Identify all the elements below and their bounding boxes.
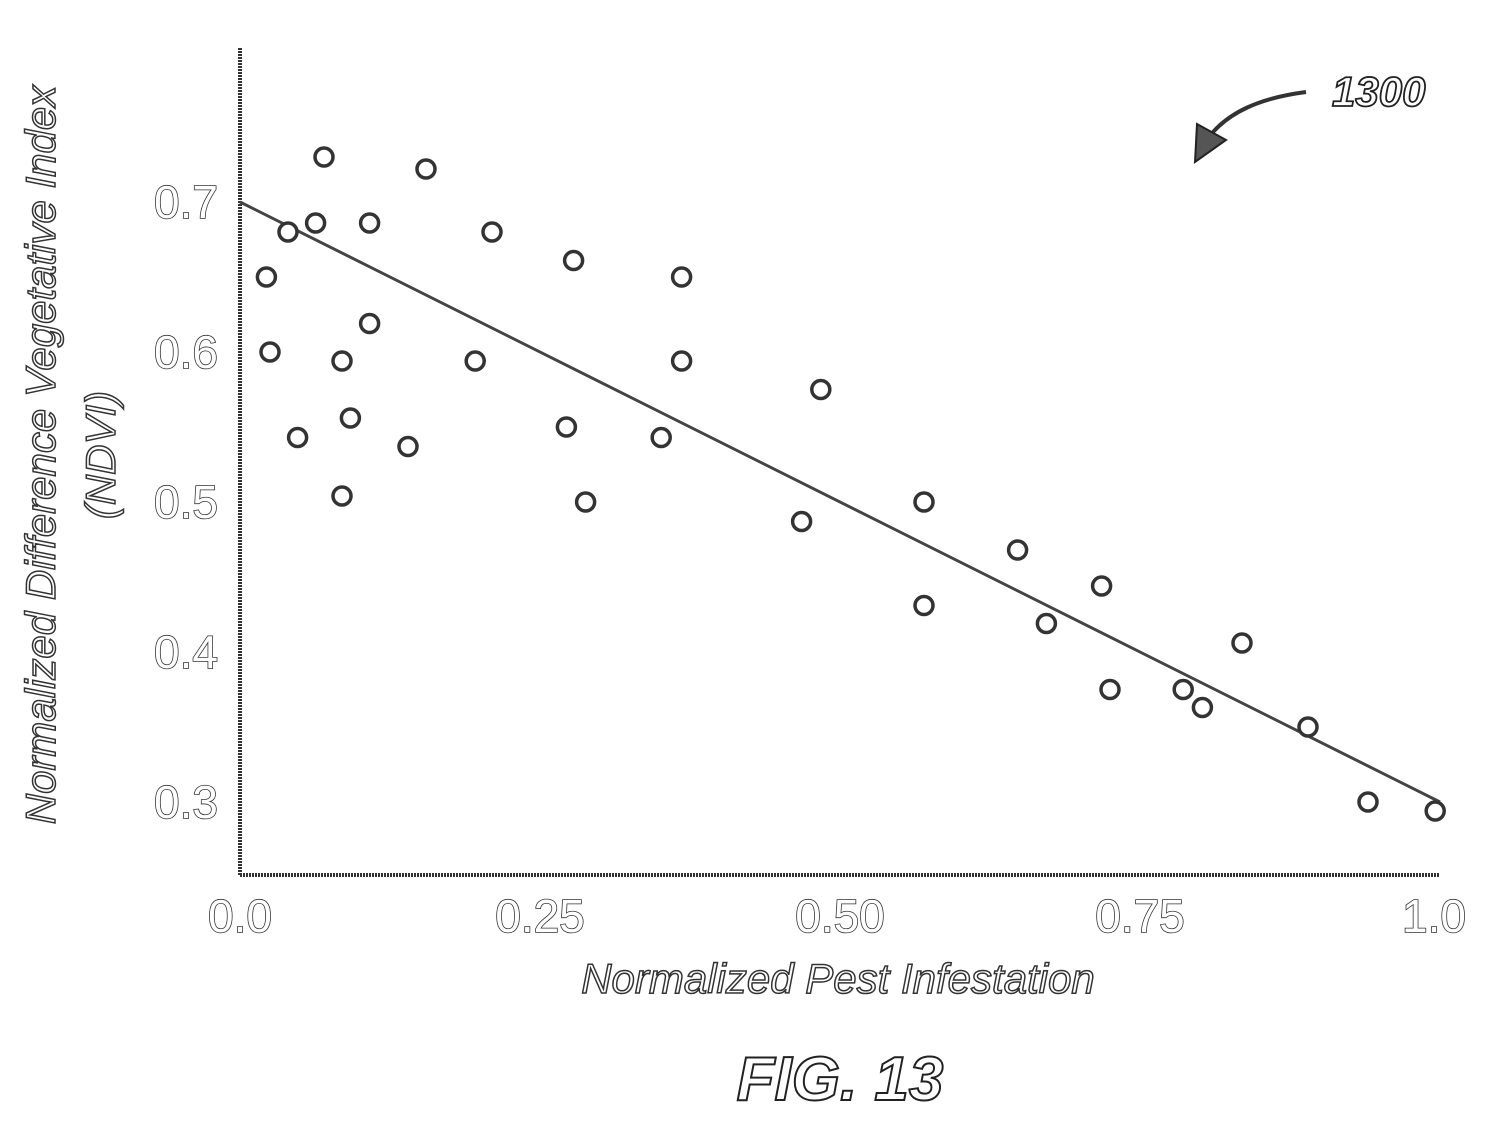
data-point	[650, 426, 672, 449]
y-axis-title-line2: (NDVI)	[77, 391, 124, 519]
data-point	[670, 350, 693, 372]
data-point	[562, 249, 585, 272]
data-point	[358, 312, 381, 335]
data-point	[1191, 696, 1214, 719]
data-point	[358, 212, 381, 234]
data-point	[313, 146, 335, 168]
x-tick-label: 0.50	[795, 890, 885, 942]
data-point	[397, 435, 419, 458]
data-point	[1297, 716, 1319, 738]
y-tick-label: 0.7	[154, 176, 218, 228]
y-tick-label: 0.4	[154, 626, 218, 678]
x-tick-label: 0.75	[1095, 890, 1185, 942]
reference-numeral: 1300	[1332, 68, 1425, 115]
data-point	[277, 221, 299, 243]
data-point	[259, 341, 281, 363]
x-tick-label: 0.0	[208, 890, 272, 942]
data-point	[913, 594, 935, 617]
data-point	[415, 158, 437, 180]
data-point	[331, 485, 353, 507]
data-point	[555, 416, 578, 438]
data-point	[255, 266, 278, 288]
y-tick-label: 0.5	[154, 476, 218, 528]
data-point	[810, 378, 832, 401]
reference-arrow-head	[1193, 122, 1228, 165]
data-point	[574, 491, 597, 513]
data-point	[331, 350, 353, 372]
data-point	[790, 510, 813, 533]
data-point	[1424, 800, 1446, 822]
data-point	[339, 407, 362, 429]
data-point	[913, 491, 935, 513]
y-tick-label: 0.6	[154, 326, 218, 378]
reference-arrow-shaft	[1206, 90, 1307, 140]
data-point	[286, 426, 309, 449]
y-tick-label: 0.3	[154, 776, 218, 828]
data-point	[1231, 632, 1253, 654]
data-point	[1035, 612, 1058, 635]
data-point	[1006, 539, 1029, 561]
data-point	[1172, 678, 1194, 701]
data-point	[481, 221, 503, 243]
data-point	[1099, 678, 1121, 701]
y-axis-title-line1: Normalized Difference Vegetative Index	[17, 84, 64, 824]
data-points	[255, 146, 1446, 822]
trend-line	[239, 200, 1441, 804]
data-point	[1090, 575, 1113, 597]
data-point	[464, 350, 486, 372]
data-point	[304, 212, 327, 234]
x-tick-label: 1.0	[1402, 890, 1466, 942]
x-tick-label: 0.25	[495, 890, 585, 942]
x-axis-title: Normalized Pest Infestation	[581, 955, 1095, 1002]
y-tick-labels: 0.30.40.50.60.70.9	[153, 175, 219, 829]
data-point	[1357, 791, 1379, 813]
x-tick-labels: 0.0 0.25 0.50 0.75 1.0	[207, 889, 1467, 943]
figure-caption: FIG. 13	[737, 1045, 944, 1114]
data-point	[670, 266, 693, 288]
